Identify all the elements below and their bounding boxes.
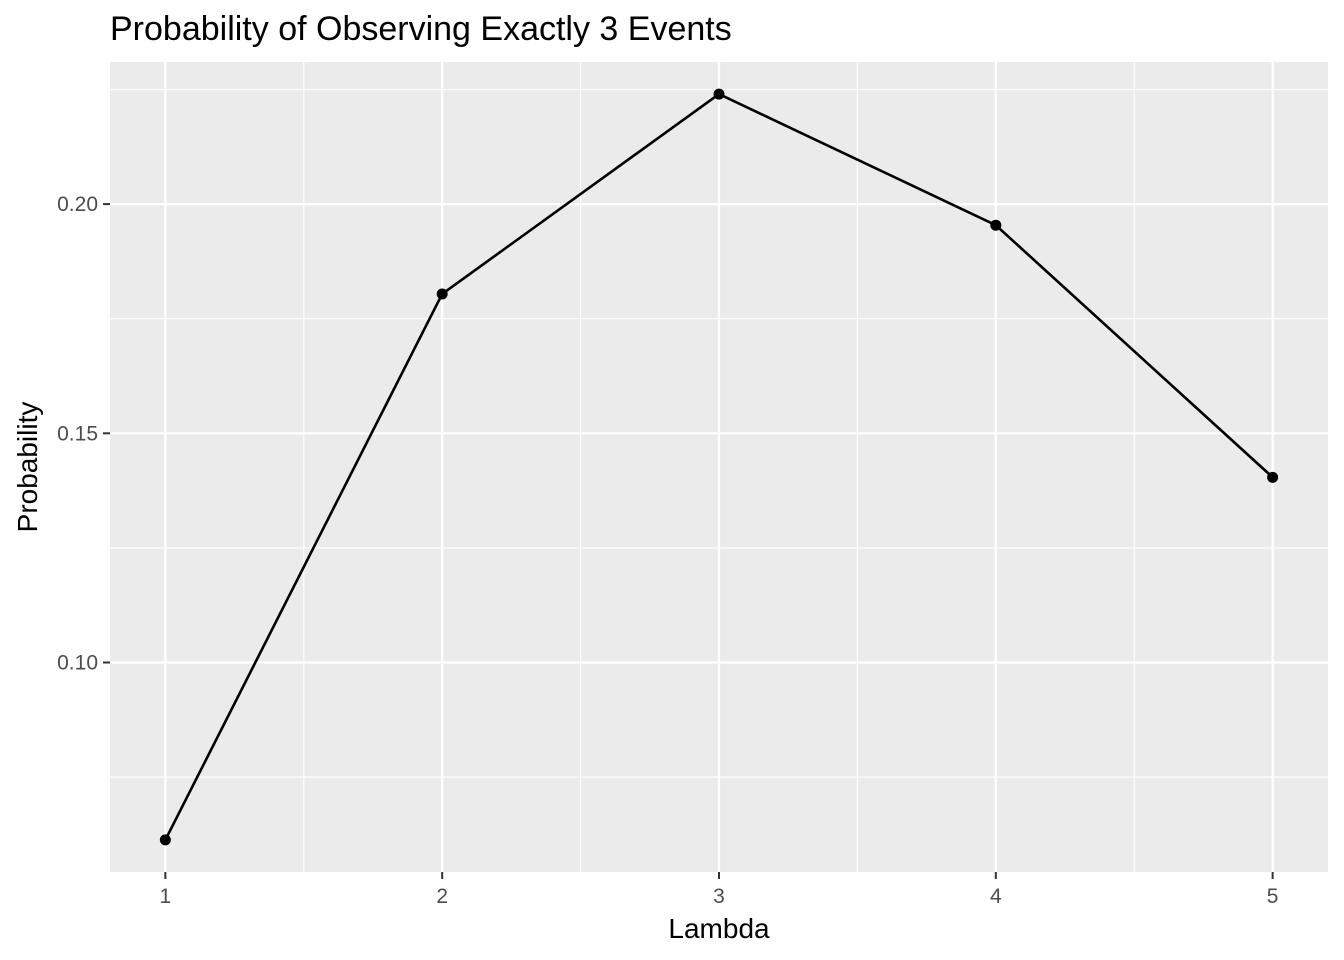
data-point — [713, 88, 725, 100]
x-tick-label: 4 — [990, 885, 1002, 908]
x-axis-label: Lambda — [668, 913, 770, 944]
y-axis: 0.10 0.15 0.20 — [57, 193, 110, 675]
x-tick-label: 2 — [436, 885, 448, 908]
series-layer — [159, 88, 1279, 846]
y-axis-label: Probability — [12, 402, 43, 533]
major-gridlines — [110, 62, 1328, 872]
x-tick-label: 1 — [160, 885, 172, 908]
x-tick-label: 5 — [1267, 885, 1279, 908]
data-point — [1267, 471, 1279, 483]
data-point — [159, 834, 171, 846]
data-point — [990, 219, 1002, 231]
y-tick-label: 0.15 — [57, 422, 98, 445]
y-tick-label: 0.10 — [57, 652, 98, 675]
data-point — [436, 288, 448, 300]
y-tick-label: 0.20 — [57, 193, 98, 216]
x-axis: 1 2 3 4 5 — [160, 872, 1279, 908]
x-tick-label: 3 — [713, 885, 725, 908]
chart-title: Probability of Observing Exactly 3 Event… — [110, 10, 732, 48]
